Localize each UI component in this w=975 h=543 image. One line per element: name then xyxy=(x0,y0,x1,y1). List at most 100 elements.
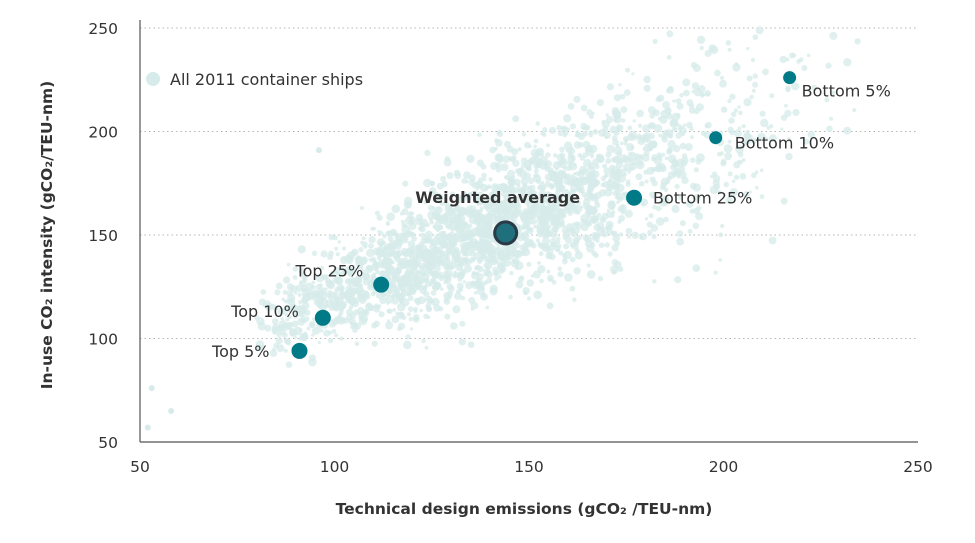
ship-point xyxy=(424,345,429,350)
ship-point xyxy=(539,278,544,284)
ship-point xyxy=(604,242,610,248)
ship-point xyxy=(473,290,478,295)
ship-point xyxy=(277,308,286,316)
ship-point xyxy=(433,282,442,290)
ship-point xyxy=(784,109,792,117)
point-label-top-5pct: Top 5% xyxy=(211,342,269,361)
ship-point xyxy=(692,194,701,202)
ship-point xyxy=(521,225,527,230)
ship-point xyxy=(526,215,531,220)
ship-point xyxy=(647,106,656,114)
ship-point xyxy=(551,204,558,212)
ship-point xyxy=(409,327,413,331)
ship-point xyxy=(727,47,732,52)
ship-point xyxy=(548,176,553,181)
ship-point xyxy=(481,172,487,178)
ship-point xyxy=(704,49,712,58)
ship-point xyxy=(485,212,492,219)
ship-point xyxy=(311,333,315,337)
ship-point xyxy=(624,89,631,96)
ship-point xyxy=(297,245,306,254)
ship-point xyxy=(574,251,584,260)
ship-point xyxy=(144,424,151,431)
ship-point xyxy=(621,204,625,208)
ship-point xyxy=(632,119,636,123)
ship-point xyxy=(481,246,490,254)
ship-point xyxy=(495,186,501,193)
ship-point xyxy=(708,44,717,52)
ship-point xyxy=(431,210,440,219)
ship-point xyxy=(331,328,337,334)
ship-point xyxy=(616,200,620,205)
ship-point xyxy=(594,164,600,170)
ship-point xyxy=(494,138,500,144)
ship-point xyxy=(560,125,566,131)
ship-point xyxy=(283,299,288,304)
ship-point xyxy=(676,237,684,246)
x-tick-labels: 50 100 150 200 250 xyxy=(130,458,933,476)
ship-point xyxy=(643,75,651,84)
ship-point xyxy=(612,139,619,146)
ship-point xyxy=(405,334,411,340)
ship-point xyxy=(392,231,397,235)
ship-point xyxy=(278,320,288,329)
ship-point xyxy=(461,191,468,198)
ship-point xyxy=(594,216,598,221)
ship-point xyxy=(332,299,341,308)
ship-point xyxy=(596,153,601,159)
x-tick-label: 50 xyxy=(130,458,150,476)
ship-point xyxy=(598,242,605,248)
ship-point xyxy=(720,158,727,165)
ship-point xyxy=(337,240,342,244)
ship-point xyxy=(328,234,335,241)
ship-point xyxy=(518,275,525,283)
y-tick-labels: 50 100 150 200 250 xyxy=(88,20,118,452)
ship-point xyxy=(303,306,307,310)
ship-point xyxy=(670,163,677,171)
ship-point xyxy=(737,151,744,158)
ship-point xyxy=(618,215,625,222)
ship-point xyxy=(503,175,508,180)
ship-point xyxy=(811,84,818,91)
ship-point xyxy=(592,233,601,241)
ship-point xyxy=(275,282,283,290)
ship-point xyxy=(784,103,788,108)
x-tick-label: 100 xyxy=(320,458,350,476)
ship-point xyxy=(586,205,591,210)
ship-point xyxy=(370,257,377,264)
ship-point xyxy=(683,89,690,97)
ship-point xyxy=(625,227,633,235)
ship-point xyxy=(530,189,537,197)
ship-point xyxy=(690,135,694,140)
ship-point xyxy=(436,182,444,190)
ship-point xyxy=(624,209,633,218)
ship-point xyxy=(556,124,562,131)
ship-point xyxy=(506,169,515,178)
ship-point xyxy=(596,212,602,218)
ship-point xyxy=(676,102,684,110)
ship-point xyxy=(657,94,665,102)
ship-point xyxy=(272,347,276,351)
ship-point xyxy=(523,172,532,180)
ship-point xyxy=(319,265,325,271)
ship-point xyxy=(586,109,593,116)
ship-point xyxy=(563,114,572,123)
ship-point xyxy=(718,258,722,262)
ship-point xyxy=(496,130,504,138)
ship-point xyxy=(727,139,732,144)
ship-point xyxy=(825,62,832,69)
ship-point xyxy=(373,264,378,269)
ship-point xyxy=(438,275,445,282)
ship-point xyxy=(564,273,573,282)
ship-point xyxy=(471,210,477,216)
ship-point xyxy=(338,311,344,316)
ship-point xyxy=(655,205,662,212)
ship-point xyxy=(458,338,466,346)
ship-point xyxy=(511,259,517,264)
ship-point xyxy=(556,217,565,226)
ship-point xyxy=(676,175,681,179)
ship-point xyxy=(334,315,343,324)
ship-point xyxy=(285,321,293,330)
ship-point xyxy=(760,118,769,128)
ship-point xyxy=(459,242,466,249)
